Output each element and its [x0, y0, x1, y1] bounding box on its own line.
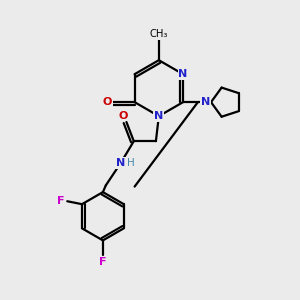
Text: O: O: [102, 97, 112, 107]
Text: N: N: [154, 111, 164, 121]
Text: H: H: [127, 158, 135, 168]
Text: F: F: [57, 196, 64, 206]
Text: O: O: [119, 110, 128, 121]
Text: N: N: [178, 69, 188, 79]
Text: CH₃: CH₃: [150, 29, 168, 39]
Text: F: F: [99, 256, 106, 267]
Text: N: N: [200, 97, 210, 107]
Text: N: N: [116, 158, 125, 168]
